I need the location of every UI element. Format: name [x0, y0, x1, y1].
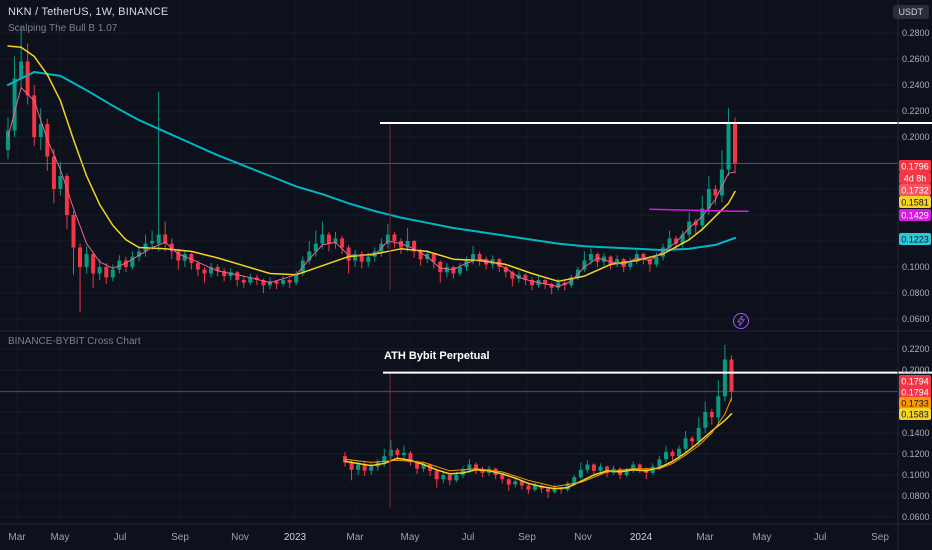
svg-text:0.1794: 0.1794 [901, 388, 929, 398]
svg-text:0.1581: 0.1581 [901, 198, 929, 208]
svg-text:0.1733: 0.1733 [901, 399, 929, 409]
svg-text:0.1796: 0.1796 [901, 162, 929, 172]
svg-text:Sep: Sep [518, 532, 536, 543]
panel-1[interactable] [0, 26, 932, 320]
svg-text:0.2000: 0.2000 [902, 132, 930, 142]
svg-text:0.1400: 0.1400 [902, 428, 930, 438]
svg-text:0.1732: 0.1732 [901, 186, 929, 196]
svg-text:0.0800: 0.0800 [902, 491, 930, 501]
svg-text:Mar: Mar [346, 532, 364, 543]
svg-text:0.0800: 0.0800 [902, 288, 930, 298]
svg-text:0.1000: 0.1000 [902, 470, 930, 480]
svg-text:2024: 2024 [630, 532, 653, 543]
chart-legend: NKN / TetherUS, 1W, BINANCE Scalping The… [8, 6, 168, 34]
svg-text:Nov: Nov [231, 532, 249, 543]
svg-text:Jul: Jul [114, 532, 127, 543]
svg-text:May: May [401, 532, 420, 543]
boost-button[interactable] [733, 313, 749, 329]
anchored-magenta-line [649, 208, 749, 212]
svg-text:0.1429: 0.1429 [901, 211, 929, 221]
svg-text:Sep: Sep [171, 532, 189, 543]
vertical-gridlines [16, 0, 881, 524]
svg-text:May: May [753, 532, 772, 543]
price-badge: 0.1581 [899, 196, 931, 208]
svg-text:0.1583: 0.1583 [901, 410, 929, 420]
price-badge: 0.1732 [899, 184, 931, 196]
svg-text:2023: 2023 [284, 532, 307, 543]
svg-text:0.2600: 0.2600 [902, 54, 930, 64]
svg-text:Mar: Mar [8, 532, 26, 543]
panel2-title[interactable]: BINANCE-BYBIT Cross Chart [8, 336, 141, 347]
svg-text:0.2800: 0.2800 [902, 28, 930, 38]
mid-ma-yellow [7, 45, 736, 283]
price-badge: 0.1796 [899, 160, 931, 172]
candles-layer [343, 344, 734, 499]
svg-text:Mar: Mar [696, 532, 714, 543]
svg-text:0.0600: 0.0600 [902, 314, 930, 324]
time-axis[interactable]: Mar May Jul Sep Nov 2023 Mar May Jul Sep Nov 2024 Ma… [8, 532, 889, 543]
svg-text:0.2200: 0.2200 [902, 106, 930, 116]
ath-annotation[interactable]: ATH Bybit Perpetual [384, 350, 490, 362]
svg-text:0.1000: 0.1000 [902, 262, 930, 272]
price-badge: 0.1583 [899, 408, 931, 420]
svg-text:0.0600: 0.0600 [902, 512, 930, 522]
price-badge: 0.1223 [899, 233, 931, 245]
svg-text:Nov: Nov [574, 532, 592, 543]
svg-text:Jul: Jul [462, 532, 475, 543]
price-badge: 0.1429 [899, 209, 931, 221]
fast-ma-orange [344, 397, 732, 488]
price-axis-1[interactable]: 0.2800 0.2600 0.2400 0.2200 0.2000 0.1000 0.08… [899, 28, 931, 324]
price-badge: 0.1733 [899, 397, 931, 409]
slow-ma-teal [7, 71, 736, 252]
mid-ma-yellow [344, 413, 733, 490]
lightning-icon [737, 316, 745, 326]
svg-text:Sep: Sep [871, 532, 889, 543]
panel-2[interactable] [0, 344, 932, 518]
svg-text:0.2200: 0.2200 [902, 344, 930, 354]
price-badge: 4d 8h [899, 172, 931, 184]
svg-text:0.1223: 0.1223 [901, 235, 929, 245]
svg-text:May: May [51, 532, 70, 543]
currency-toggle-button[interactable]: USDT [892, 5, 929, 19]
svg-text:4d 8h: 4d 8h [904, 174, 927, 184]
price-axis-2[interactable]: 0.2200 0.2000 0.1400 0.1200 0.1000 0.0800 0.06… [899, 344, 931, 522]
svg-text:0.1794: 0.1794 [901, 377, 929, 387]
svg-text:0.1200: 0.1200 [902, 449, 930, 459]
fast-ma-pink [7, 87, 736, 287]
svg-text:Jul: Jul [814, 532, 827, 543]
indicator-label[interactable]: Scalping The Bull B 1.07 [8, 23, 118, 34]
candles-layer [6, 26, 737, 313]
svg-text:0.2000: 0.2000 [902, 365, 930, 375]
svg-text:0.2400: 0.2400 [902, 80, 930, 90]
price-badge: 0.1794 [899, 386, 931, 398]
price-badge: 0.1794 [899, 375, 931, 387]
symbol-title[interactable]: NKN / TetherUS, 1W, BINANCE [8, 6, 169, 18]
